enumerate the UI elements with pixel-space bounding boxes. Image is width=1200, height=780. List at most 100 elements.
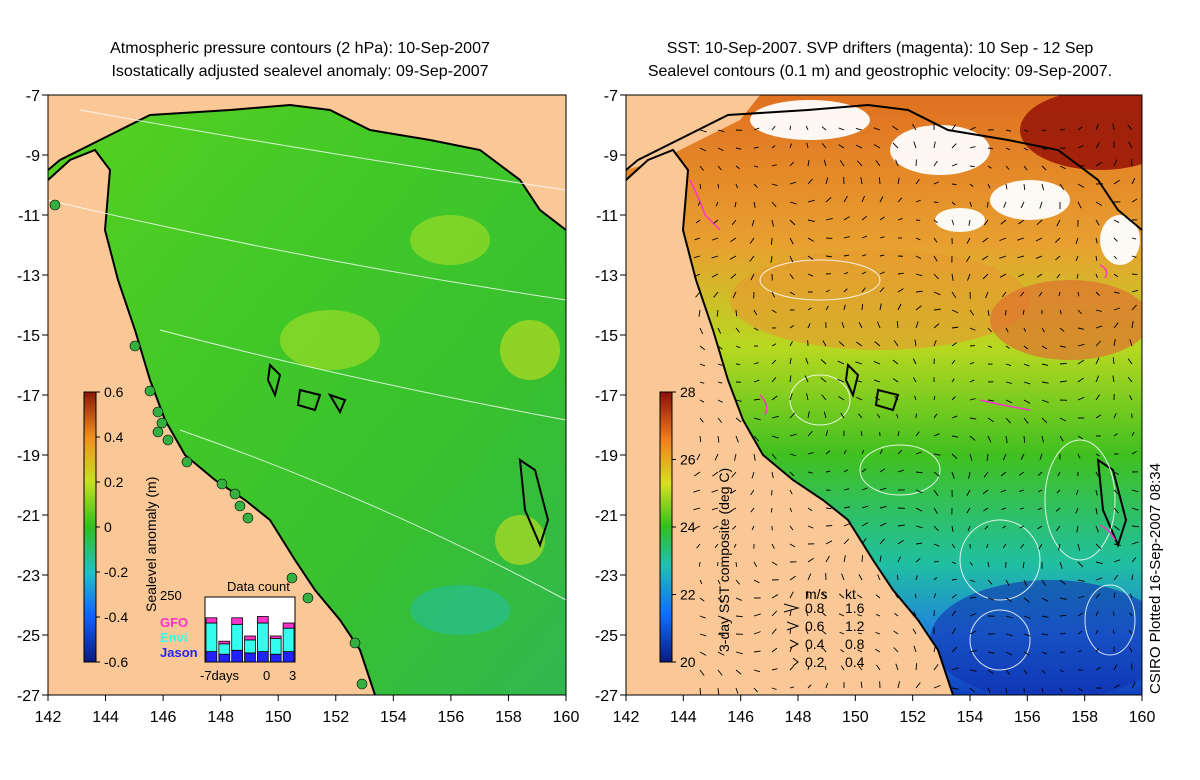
velocity-vector — [1017, 237, 1025, 241]
velocity-vector — [699, 417, 704, 423]
velocity-vector — [933, 237, 938, 243]
velocity-vector — [807, 199, 815, 203]
velocity-vector — [982, 237, 989, 243]
velocity-vector — [858, 321, 863, 329]
velocity-vector — [749, 237, 755, 244]
velocity-vector — [1005, 309, 1007, 316]
velocity-vector — [893, 340, 899, 347]
velocity-vector — [1023, 399, 1031, 404]
velocity-vector — [915, 255, 922, 259]
velocity-vector — [1037, 525, 1043, 530]
velocity-vector — [735, 417, 742, 423]
velocity-vector — [987, 183, 991, 189]
data-count-bar — [269, 653, 282, 663]
velocity-vector — [735, 327, 740, 333]
data-count-bar — [244, 635, 256, 641]
velocity-vector — [912, 358, 917, 365]
velocity-vector — [1131, 556, 1137, 563]
velocity-vector — [1075, 507, 1079, 514]
velocity-vector — [1131, 321, 1134, 329]
velocity-vector — [753, 687, 758, 693]
velocity-vector — [1036, 273, 1043, 278]
velocity-vector — [1038, 291, 1043, 297]
data-count-bar — [218, 643, 231, 655]
velocity-vector — [969, 561, 973, 566]
velocity-vector — [1077, 687, 1083, 692]
right-colorbar-ticks: 28 26 24 22 20 — [672, 384, 696, 670]
velocity-vector — [1131, 255, 1137, 258]
velocity-vector — [1059, 561, 1063, 569]
velocity-vector — [771, 164, 777, 167]
velocity-vector — [873, 127, 881, 131]
velocity-vector — [711, 273, 719, 278]
velocity-vector — [789, 543, 796, 548]
velocity-vector — [1077, 291, 1080, 297]
velocity-vector — [1113, 237, 1118, 242]
velocity-vector — [699, 129, 707, 133]
velocity-vector — [951, 143, 957, 149]
velocity-vector — [1095, 255, 1098, 261]
velocity-vector — [753, 398, 761, 401]
velocity-vector — [969, 612, 977, 617]
velocity-vector — [1058, 291, 1061, 297]
velocity-vector — [912, 123, 917, 131]
velocity-legend: m/s kt 0.8 1.6 0.6 1.2 0.4 0.8 0.2 0.4 — [783, 586, 865, 670]
velocity-vector — [987, 597, 995, 601]
velocity-vector — [1005, 399, 1013, 404]
velocity-vector — [914, 395, 917, 401]
velocity-vector — [1041, 579, 1047, 587]
lat-tick-label: -9 — [604, 148, 618, 165]
colorbar-tick-label: 24 — [680, 519, 696, 535]
velocity-vector — [770, 255, 773, 263]
velocity-vector — [897, 272, 904, 275]
velocity-vector — [933, 273, 939, 280]
velocity-vector — [750, 489, 755, 496]
velocity-vector — [933, 308, 941, 311]
velocity-vector — [771, 343, 777, 347]
velocity-vector — [951, 378, 955, 383]
velocity-vector — [1041, 633, 1049, 636]
velocity-vector — [875, 613, 881, 617]
velocity-vector — [753, 183, 758, 188]
velocity-vector — [825, 430, 829, 437]
velocity-vector — [1095, 629, 1099, 635]
velocity-vector — [987, 165, 992, 169]
velocity-vector — [1018, 273, 1025, 278]
lon-tick-label: 152 — [899, 709, 926, 726]
velocity-vector — [861, 449, 865, 455]
velocity-vector — [751, 471, 755, 479]
velocity-vector — [825, 177, 829, 185]
lat-tick-label: -25 — [595, 628, 618, 645]
velocity-vector — [1095, 325, 1103, 329]
velocity-vector — [717, 147, 724, 152]
velocity-vector — [771, 471, 774, 479]
velocity-vector — [717, 363, 723, 366]
velocity-vector — [825, 555, 830, 563]
velocity-vector — [730, 507, 737, 512]
velocity-vector — [1001, 507, 1007, 510]
velocity-vector — [821, 143, 827, 149]
velocity-vector — [951, 525, 954, 532]
velocity-vector — [789, 291, 795, 296]
velocity-vector — [879, 449, 883, 455]
velocity-vector — [1005, 417, 1011, 424]
velocity-vector — [807, 507, 813, 512]
lon-tick-label: 150 — [265, 709, 292, 726]
velocity-vector — [717, 633, 725, 637]
velocity-vector — [1113, 471, 1120, 475]
velocity-vector — [805, 628, 809, 635]
velocity-vector — [915, 451, 922, 455]
lon-tick-label: 160 — [1129, 709, 1156, 726]
velocity-vector — [1077, 309, 1082, 315]
velocity-vector — [933, 219, 938, 224]
velocity-vector — [825, 196, 832, 203]
velocity-arrow-icon — [783, 603, 800, 613]
velocity-vector — [915, 321, 919, 329]
velocity-vector — [753, 201, 756, 208]
lon-tick-label: 154 — [380, 709, 407, 726]
velocity-vector — [771, 291, 776, 298]
velocity-vector — [897, 197, 903, 203]
velocity-vector — [1113, 159, 1118, 167]
velocity-vector — [1077, 435, 1084, 440]
